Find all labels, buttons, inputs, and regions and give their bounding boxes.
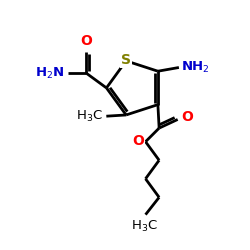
Text: O: O — [132, 134, 144, 148]
Text: H$_3$C: H$_3$C — [131, 219, 158, 234]
Text: S: S — [121, 53, 131, 67]
Text: H$_3$C: H$_3$C — [76, 109, 102, 124]
Text: NH$_2$: NH$_2$ — [182, 60, 210, 75]
Text: H$_2$N: H$_2$N — [34, 66, 64, 81]
Text: O: O — [80, 34, 92, 48]
Text: O: O — [182, 110, 193, 124]
